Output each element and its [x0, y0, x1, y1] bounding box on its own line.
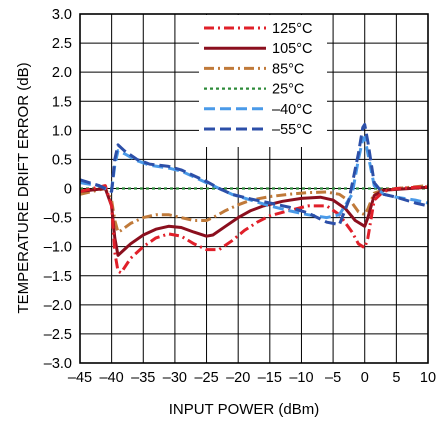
y-tick-label: 2.0 [52, 65, 72, 81]
y-tick-label: 0 [64, 182, 72, 198]
legend-label: 85°C [272, 61, 304, 77]
x-tick-labels: –45 –40 –35 –30 –25 –20 –15 –10 –5 0 5 10 [68, 370, 436, 386]
series-lines [79, 123, 429, 275]
series-line [79, 185, 429, 257]
x-tick-label: –45 [68, 370, 92, 386]
series-line [79, 184, 429, 275]
x-tick-label: –30 [163, 370, 187, 386]
x-tick-label: –20 [226, 370, 250, 386]
legend-label: 25°C [272, 82, 304, 98]
x-tick-label: 0 [361, 370, 369, 386]
y-axis-title: TEMPERATURE DRIFT ERROR (dB) [15, 62, 32, 313]
legend-label: –55°C [272, 122, 312, 138]
series-line [79, 135, 429, 220]
y-tick-label: 0.5 [52, 152, 72, 168]
legend-background [199, 15, 327, 147]
x-tick-label: –35 [131, 370, 155, 386]
y-tick-label: 1.0 [52, 123, 72, 139]
legend-label: 125°C [272, 21, 312, 37]
x-tick-label: –15 [258, 370, 282, 386]
legend-label: 105°C [272, 41, 312, 57]
x-tick-label: –10 [289, 370, 313, 386]
y-tick-label: –1.0 [44, 240, 72, 256]
y-tick-label: –3.0 [44, 356, 72, 372]
y-tick-label: –2.5 [44, 327, 72, 343]
x-tick-label: 5 [392, 370, 400, 386]
legend-label: –40°C [272, 102, 312, 118]
y-tick-label: 3.0 [52, 7, 72, 23]
y-tick-label: 2.5 [52, 36, 72, 52]
x-tick-label: –5 [325, 370, 341, 386]
x-axis-title: INPUT POWER (dBm) [169, 401, 320, 418]
x-tick-label: –25 [194, 370, 218, 386]
y-tick-labels: 3.0 2.5 2.0 1.5 1.0 0.5 0 –0.5 –1.0 –1.5 –2.0 –2.5 –… [44, 7, 72, 372]
y-tick-label: –1.5 [44, 269, 72, 285]
x-tick-label: 10 [420, 370, 436, 386]
legend: 125°C 105°C 85°C 25°C –40°C –55°C [204, 21, 312, 138]
y-tick-label: –0.5 [44, 211, 72, 227]
x-tick-label: –40 [100, 370, 124, 386]
y-tick-label: –2.0 [44, 298, 72, 314]
y-tick-label: 1.5 [52, 94, 72, 110]
plot-frame [79, 13, 429, 364]
series-line [79, 123, 429, 227]
series-line [79, 184, 429, 234]
